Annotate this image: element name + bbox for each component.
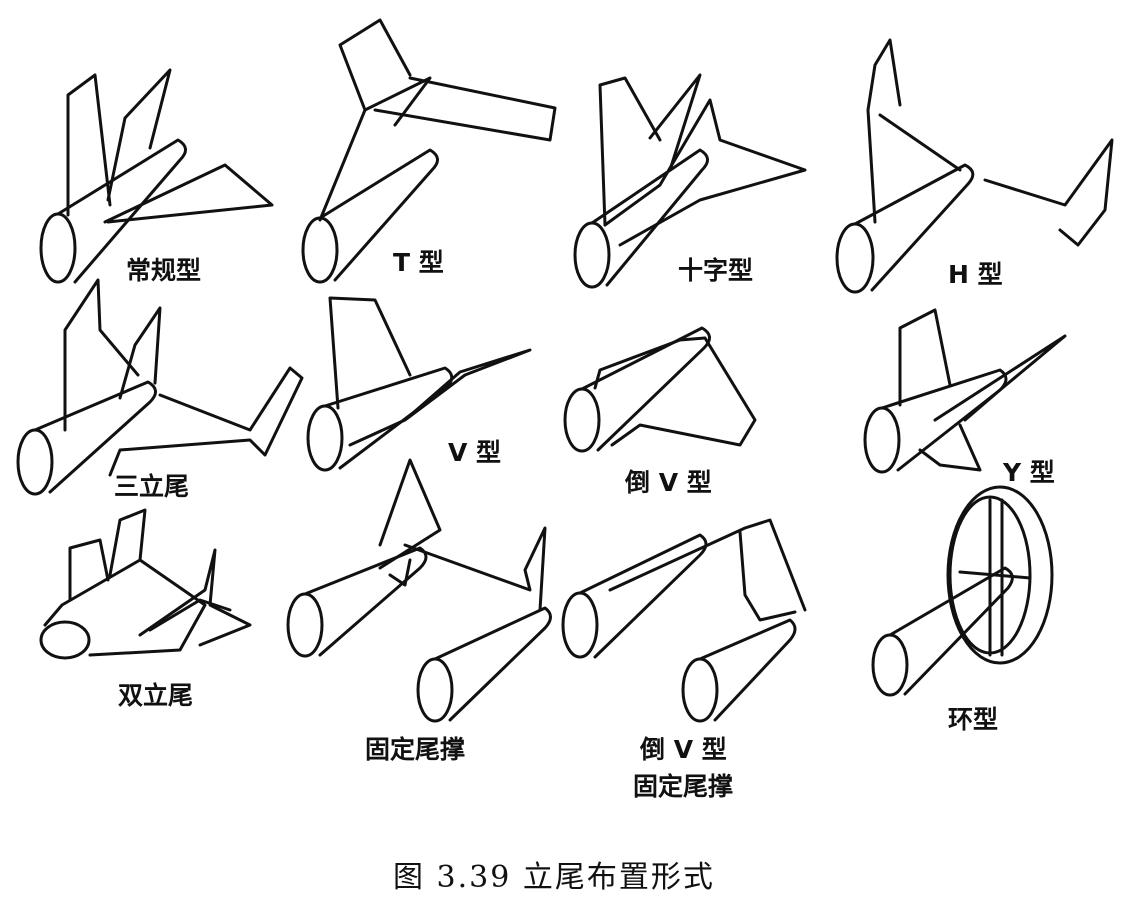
- panel-h-tail-drawing: [835, 38, 1114, 294]
- figure-caption: 图 3.39 立尾布置形式: [393, 860, 715, 895]
- panel-twin-fin-drawing: [39, 508, 252, 660]
- panel-cruciform-drawing: [573, 73, 807, 289]
- panel-v-tail-label: V 型: [448, 438, 502, 467]
- panel-inverted-v-boom-label-line2: 固定尾撑: [633, 772, 734, 801]
- panel-twin-boom-drawing: [286, 458, 552, 723]
- panel-inverted-v-drawing: [563, 326, 757, 453]
- panel-conventional-drawing: [39, 68, 274, 284]
- panel-y-tail-drawing: [863, 308, 1067, 474]
- panel-v-tail-drawing: [306, 296, 532, 472]
- panel-cruciform-label: 十字型: [678, 256, 754, 285]
- panel-t-tail-drawing: [301, 18, 557, 284]
- panel-twin-boom-label: 固定尾撑: [365, 735, 466, 764]
- panel-ring-tail-drawing: [871, 485, 1054, 697]
- panel-h-tail-label: H 型: [948, 260, 1003, 289]
- panel-inverted-v-boom-label-line1: 倒 V 型: [640, 735, 727, 764]
- panel-inverted-v-label: 倒 V 型: [625, 468, 712, 497]
- panel-ring-tail-label: 环型: [948, 705, 999, 734]
- panel-t-tail-label: T 型: [393, 248, 444, 277]
- panel-triple-fin-label: 三立尾: [114, 472, 190, 501]
- panel-y-tail-label: Y 型: [1003, 458, 1055, 487]
- panel-inverted-v-boom-drawing: [561, 518, 807, 723]
- panel-twin-fin-label: 双立尾: [118, 681, 194, 710]
- panel-triple-fin-drawing: [16, 278, 304, 496]
- panel-conventional-label: 常规型: [126, 256, 202, 285]
